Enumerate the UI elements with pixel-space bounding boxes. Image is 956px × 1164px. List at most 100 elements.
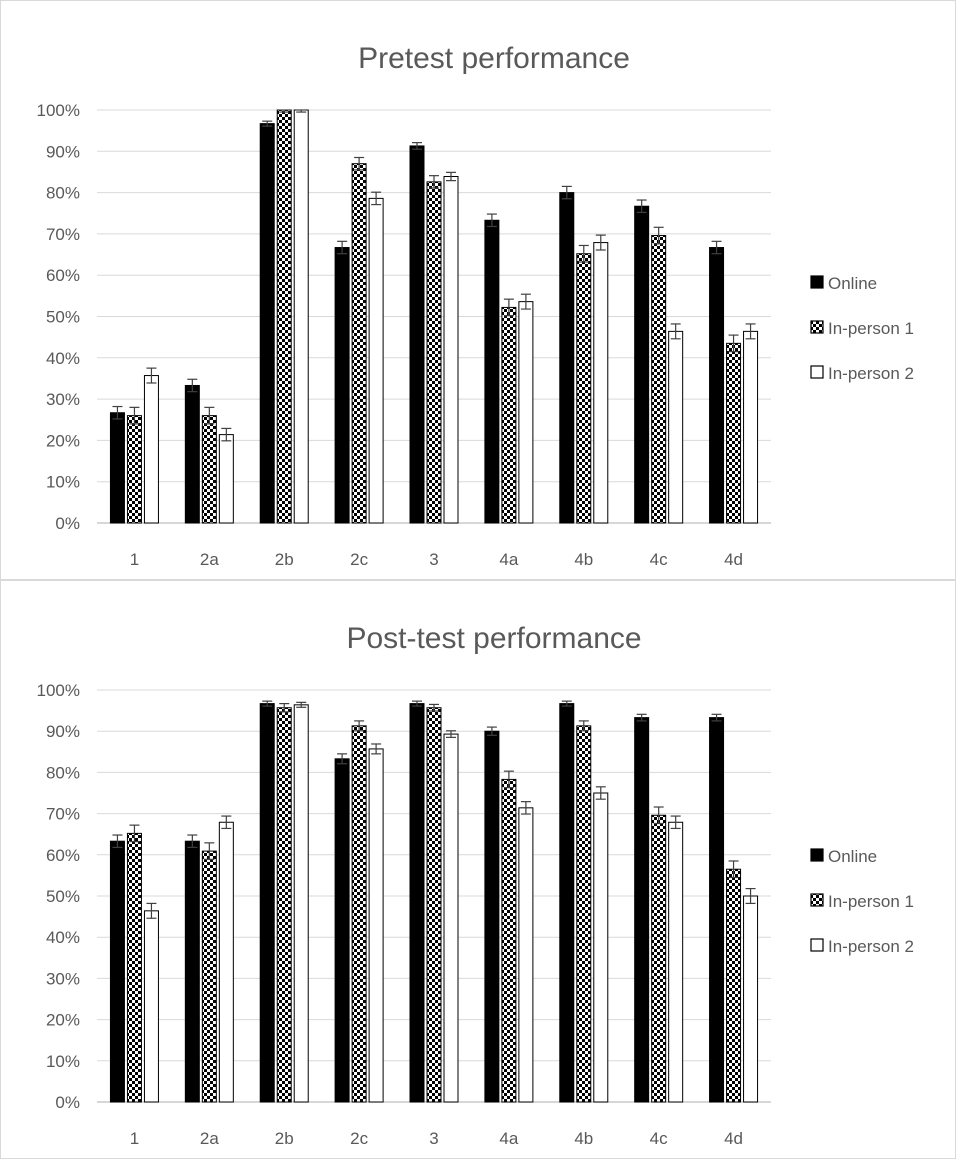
pretest-y-tick-label: 100% [37,101,80,120]
pretest-bar-in-person-2 [593,242,609,524]
pretest-chart-title: Pretest performance [358,42,630,75]
posttest-y-tick-label: 50% [46,887,80,906]
pretest-x-tick-label: 3 [429,550,438,569]
pretest-bar-in-person-1 [576,253,592,524]
posttest-bar-in-person-2 [143,910,159,1103]
posttest-y-tick-label: 80% [46,763,80,782]
posttest-y-tick-label: 60% [46,846,80,865]
pretest-bar-in-person-1 [726,342,742,524]
pretest-y-tick-label: 0% [55,514,80,533]
pretest-legend-label: Online [828,274,877,293]
posttest-y-tick-label: 70% [46,805,80,824]
posttest-bar-in-person-1 [201,850,217,1103]
posttest-y-tick-label: 100% [37,681,80,700]
posttest-x-tick-label: 4c [650,1129,668,1148]
pretest-x-tick-label: 4c [650,550,668,569]
posttest-x-tick-label: 3 [429,1129,438,1148]
pretest-x-tick-label: 4b [574,550,593,569]
posttest-chart-border [0,580,956,1159]
posttest-bar-in-person-2 [443,733,459,1103]
pretest-x-tick-label: 4a [499,550,518,569]
posttest-legend-swatch-in-person-1 [810,893,824,907]
posttest-legend-swatch-in-person-2 [810,938,824,952]
posttest-chart-title: Post-test performance [346,622,641,655]
posttest-x-tick-label: 4b [574,1129,593,1148]
pretest-legend-swatch-online [810,275,824,289]
posttest-x-tick-label: 4d [724,1129,743,1148]
pretest-bar-in-person-1 [276,109,292,524]
posttest-bar-in-person-1 [651,814,667,1103]
posttest-bar-in-person-2 [743,895,759,1103]
pretest-y-tick-label: 20% [46,431,80,450]
pretest-y-tick-label: 10% [46,473,80,492]
posttest-bar-online [484,730,500,1103]
pretest-legend-label: In-person 1 [828,319,914,338]
pretest-bar-in-person-1 [426,181,442,524]
posttest-bar-online [409,703,425,1103]
posttest-bar-in-person-1 [576,725,592,1103]
posttest-bar-in-person-2 [668,821,684,1103]
pretest-bar-online [334,247,350,524]
posttest-bar-in-person-1 [726,868,742,1103]
pretest-y-tick-label: 30% [46,390,80,409]
pretest-y-tick-label: 90% [46,142,80,161]
posttest-legend-label: In-person 2 [828,937,914,956]
pretest-y-tick-label: 50% [46,308,80,327]
posttest-x-tick-label: 2b [275,1129,294,1148]
posttest-bar-in-person-1 [276,707,292,1103]
pretest-bar-online [709,247,725,524]
pretest-bar-in-person-1 [126,415,142,524]
pretest-y-tick-label: 40% [46,349,80,368]
posttest-bar-in-person-1 [351,725,367,1103]
posttest-bar-in-person-1 [501,778,517,1103]
posttest-bar-online [184,840,200,1103]
pretest-bar-in-person-1 [351,163,367,524]
pretest-bar-in-person-2 [518,301,534,524]
posttest-bar-online [259,703,275,1103]
pretest-bar-online [409,145,425,524]
posttest-bar-in-person-2 [293,704,309,1103]
pretest-x-tick-label: 2a [200,550,219,569]
pretest-bar-in-person-1 [201,415,217,524]
pretest-bar-in-person-2 [368,197,384,524]
pretest-bar-in-person-2 [443,175,459,524]
posttest-x-tick-label: 4a [499,1129,518,1148]
pretest-chart-border [0,0,956,580]
pretest-x-tick-label: 1 [130,550,139,569]
posttest-legend-label: Online [828,847,877,866]
pretest-bar-online [109,412,125,524]
posttest-bar-online [634,717,650,1103]
pretest-bar-in-person-2 [293,109,309,524]
pretest-legend-swatch-in-person-1 [810,320,824,334]
posttest-bar-in-person-2 [218,821,234,1103]
pretest-bar-in-person-1 [651,235,667,524]
pretest-bar-online [559,192,575,524]
pretest-bar-online [484,219,500,524]
pretest-x-tick-label: 2c [350,550,368,569]
pretest-bar-in-person-2 [143,375,159,524]
posttest-x-tick-label: 1 [130,1129,139,1148]
posttest-chart-panel: Post-test performance 0% 10% 20% 30% 40% 50% 60… [0,580,956,1159]
pretest-x-tick-label: 4d [724,550,743,569]
posttest-x-tick-label: 2a [200,1129,219,1148]
pretest-bar-in-person-2 [668,330,684,524]
posttest-y-tick-label: 20% [46,1011,80,1030]
posttest-y-tick-label: 0% [55,1093,80,1112]
pretest-bar-online [634,205,650,524]
posttest-x-tick-label: 2c [350,1129,368,1148]
pretest-y-tick-label: 60% [46,266,80,285]
posttest-y-tick-label: 10% [46,1052,80,1071]
posttest-y-tick-label: 40% [46,928,80,947]
pretest-y-tick-label: 70% [46,225,80,244]
posttest-bar-online [109,840,125,1103]
posttest-bar-online [559,703,575,1103]
pretest-bar-in-person-1 [501,306,517,524]
pretest-legend-swatch-in-person-2 [810,365,824,379]
pretest-bar-online [259,123,275,524]
posttest-bar-in-person-2 [593,792,609,1103]
pretest-legend-label: In-person 2 [828,364,914,383]
pretest-y-tick-label: 80% [46,184,80,203]
pretest-x-tick-label: 2b [275,550,294,569]
posttest-legend-label: In-person 1 [828,892,914,911]
posttest-bar-online [709,717,725,1103]
